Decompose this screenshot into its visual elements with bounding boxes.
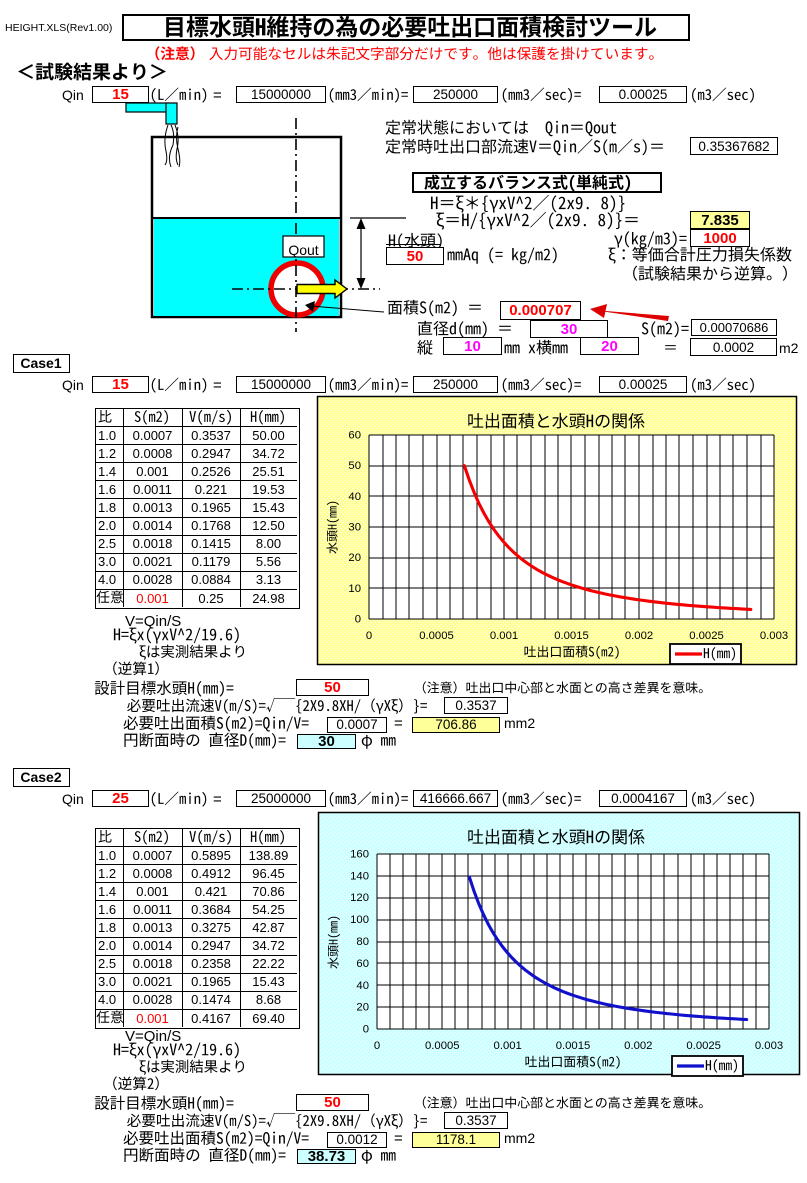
svg-text:0: 0 [374,1040,380,1052]
svg-text:0.002: 0.002 [624,1040,652,1052]
svg-text:0.001: 0.001 [490,630,518,642]
svg-text:0: 0 [366,630,372,642]
svg-text:0.0015: 0.0015 [554,630,589,642]
svg-text:0: 0 [355,614,361,626]
svg-text:60: 60 [348,430,361,442]
svg-text:100: 100 [350,914,369,926]
svg-text:40: 40 [356,980,369,992]
svg-text:60: 60 [356,958,369,970]
svg-text:0.0005: 0.0005 [425,1040,460,1052]
svg-text:0.0015: 0.0015 [556,1040,591,1052]
svg-text:0.001: 0.001 [494,1040,522,1052]
svg-text:0.0025: 0.0025 [689,630,724,642]
svg-text:0.0025: 0.0025 [686,1040,721,1052]
svg-text:0.003: 0.003 [760,630,788,642]
svg-text:20: 20 [356,1002,369,1014]
svg-text:10: 10 [348,583,361,595]
svg-text:140: 140 [350,870,369,882]
svg-text:120: 120 [350,892,369,904]
svg-text:30: 30 [348,522,361,534]
svg-text:0.002: 0.002 [625,630,653,642]
svg-text:160: 160 [350,849,369,861]
svg-text:40: 40 [348,491,361,503]
svg-text:0: 0 [363,1024,369,1036]
svg-text:80: 80 [356,936,369,948]
svg-text:0.003: 0.003 [755,1040,783,1052]
svg-text:20: 20 [348,552,361,564]
svg-text:0.0005: 0.0005 [419,630,454,642]
svg-text:50: 50 [348,460,361,472]
